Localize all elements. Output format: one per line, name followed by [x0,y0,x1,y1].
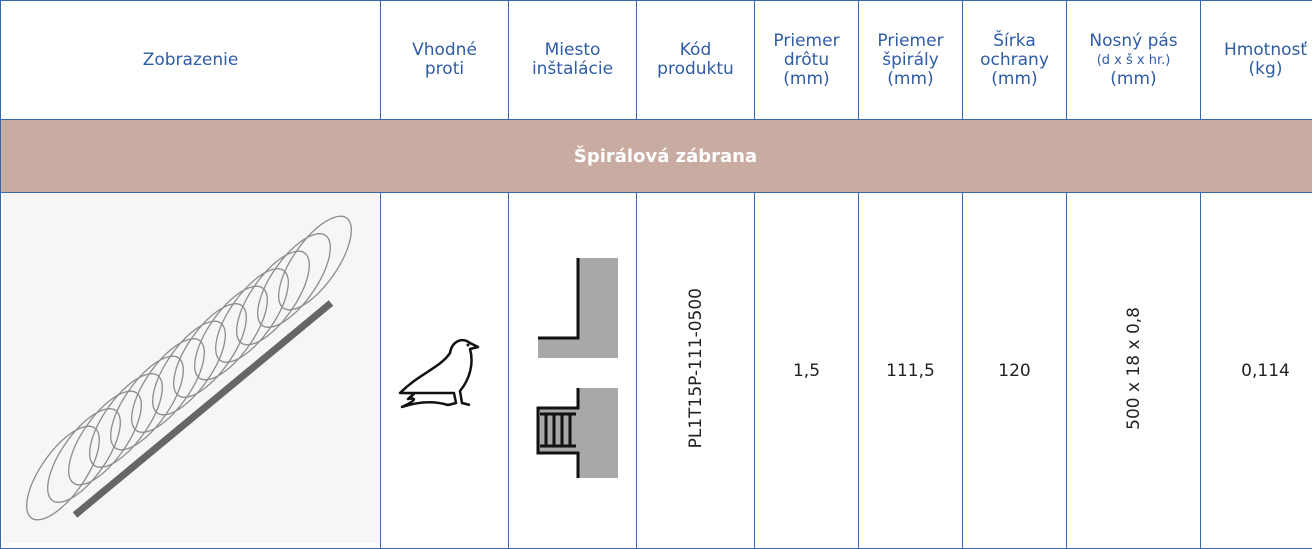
product-code-text: PL1T15P-111-0500 [686,288,706,448]
strip-size: 500 x 18 x 0,8 [1067,193,1201,549]
product-image [1,193,381,549]
header-line: Nosný pás [1067,32,1200,51]
product-code: PL1T15P-111-0500 [637,193,755,549]
spiral-illustration [3,193,379,543]
data-row: PL1T15P-111-0500 1,5 111,5 120 500 x 18 … [1,193,1312,549]
installation-icon [509,193,637,549]
header-line: produktu [637,60,754,79]
section-title: Špirálová zábrana [1,120,1312,193]
header-line: Zobrazenie [1,51,380,70]
header-line: (mm) [1067,70,1200,89]
section-row: Špirálová zábrana [1,120,1312,193]
installation-drawing [518,248,628,488]
header-line: drôtu [755,51,858,70]
column-header: Hmotnosť(kg) [1201,1,1312,120]
header-line: (mm) [755,70,858,89]
weight: 0,114 [1201,193,1312,549]
strip-size-text: 500 x 18 x 0,8 [1124,307,1144,430]
pest-icon [381,193,509,549]
header-line: Priemer [859,32,962,51]
header-line: (mm) [859,70,962,89]
header-line: Miesto [509,41,636,60]
header-line: Šírka [963,32,1066,51]
header-line: Kód [637,41,754,60]
column-header: Zobrazenie [1,1,381,120]
pigeon-icon [390,313,500,423]
header-line: ochrany [963,51,1066,70]
header-line: proti [381,60,508,79]
header-line: (d x š x hr.) [1067,51,1200,70]
spiral-diameter: 111,5 [859,193,963,549]
column-header: Nosný pás(d x š x hr.)(mm) [1067,1,1201,120]
header-line: inštalácie [509,60,636,79]
header-line: (mm) [963,70,1066,89]
header-line: (kg) [1201,60,1312,79]
header-line: Priemer [755,32,858,51]
wire-diameter: 1,5 [755,193,859,549]
header-line: Vhodné [381,41,508,60]
protection-width: 120 [963,193,1067,549]
header-line: špirály [859,51,962,70]
header-line: Hmotnosť [1201,41,1312,60]
